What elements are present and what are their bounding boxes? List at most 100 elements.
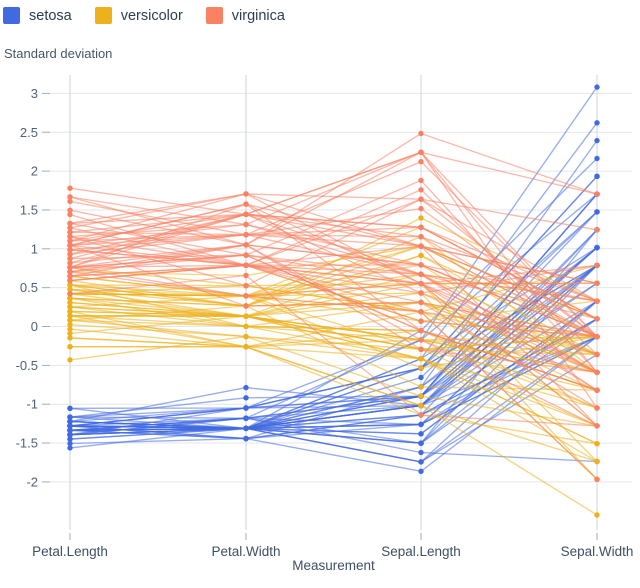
data-point [418,374,424,381]
y-tick-label: 2 [31,164,38,179]
data-point [243,221,249,228]
data-point [67,326,73,332]
data-point [67,308,73,315]
data-point [418,384,424,390]
data-point [594,512,600,518]
data-point [594,458,600,465]
data-point [418,224,424,230]
x-axis-label-Sepal.Length: Sepal.Length [381,544,461,559]
data-point [67,269,73,275]
data-point [243,395,249,401]
data-point [418,459,424,465]
setosa-swatch-icon [3,7,20,24]
data-line [69,211,598,430]
data-point [418,468,424,474]
legend: setosa versicolor virginica [3,7,308,24]
y-tick-label: -1.5 [16,436,38,451]
y-tick-label: 0 [31,319,38,334]
data-point [67,322,73,328]
legend-item-versicolor[interactable]: versicolor [94,7,183,24]
data-point [67,423,73,429]
data-point [418,365,424,371]
data-line [69,328,598,445]
data-point [67,436,73,442]
legend-item-virginica[interactable]: virginica [205,7,285,24]
data-point [418,402,424,409]
data-point [594,387,600,393]
data-point [594,155,600,162]
data-point [594,209,600,215]
data-point [594,316,600,322]
data-point [243,211,249,217]
data-line [69,282,598,462]
data-point [67,335,73,341]
data-point [67,344,73,350]
data-point [594,369,600,376]
data-point [67,299,73,306]
data-line [69,336,598,473]
data-point [418,346,424,352]
legend-label-versicolor: versicolor [120,7,183,24]
data-point [418,356,424,362]
legend-label-setosa: setosa [29,7,72,24]
data-point [67,238,73,244]
data-point [67,357,73,363]
data-line [69,274,598,427]
data-point [67,317,73,323]
data-point [243,415,249,421]
y-axis-title: Standard deviation [4,46,113,61]
data-point [594,441,600,447]
data-line [69,264,598,313]
data-line [69,193,598,231]
data-point [67,220,73,227]
data-point [418,205,424,212]
data-line [69,193,598,284]
data-line [69,266,598,374]
data-point [243,232,249,238]
data-line [69,310,598,374]
data-point [418,412,424,418]
data-point [67,211,73,218]
data-line [69,336,598,431]
data-line [69,306,598,341]
data-point [67,282,73,288]
data-point [418,440,424,446]
data-point [418,290,424,296]
data-point [243,425,249,432]
data-point [243,303,249,309]
data-point [67,286,73,293]
data-point [243,272,249,279]
data-point [67,233,73,240]
x-axis-label-Petal.Length: Petal.Length [32,544,108,559]
data-point [67,445,73,451]
data-point [67,295,73,301]
x-axis-label-Petal.Width: Petal.Width [211,544,280,559]
legend-label-virginica: virginica [231,7,285,24]
data-point [418,215,424,221]
data-point [418,421,424,428]
data-line [69,151,598,338]
data-point [418,252,424,259]
data-point [594,334,600,340]
data-point [67,247,73,253]
x-axis-title: Measurement [292,558,375,573]
data-line [69,315,598,427]
data-point [243,252,249,258]
data-point [67,207,73,213]
data-line [69,213,598,294]
data-line [69,346,598,463]
data-point [418,309,424,315]
data-point [67,185,73,191]
data-line [69,305,598,391]
data-point [67,229,73,235]
data-point [67,432,73,438]
data-point [418,177,424,184]
data-point [418,130,424,137]
data-point [67,255,73,262]
data-point [67,242,73,249]
legend-item-setosa[interactable]: setosa [3,7,72,24]
data-point [594,405,600,411]
data-line [69,234,598,338]
data-point [67,291,73,297]
